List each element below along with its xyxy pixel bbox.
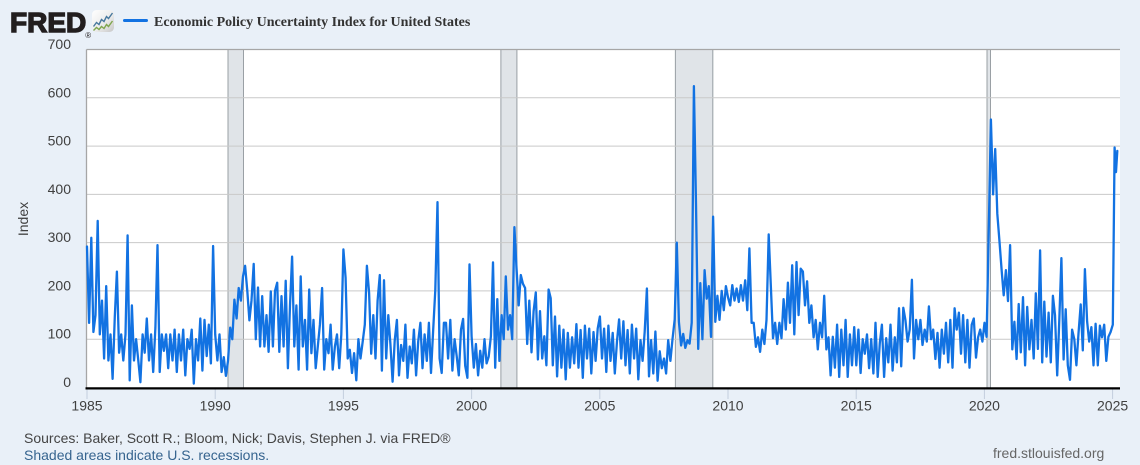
svg-text:1995: 1995: [328, 398, 359, 414]
svg-text:100: 100: [48, 326, 72, 342]
svg-text:2020: 2020: [969, 398, 1000, 414]
svg-text:Index: Index: [15, 202, 31, 236]
svg-text:1985: 1985: [71, 398, 102, 414]
svg-text:400: 400: [48, 181, 72, 197]
svg-text:200: 200: [48, 277, 72, 293]
svg-text:2015: 2015: [841, 398, 872, 414]
svg-text:2010: 2010: [712, 398, 743, 414]
svg-text:300: 300: [48, 229, 72, 245]
svg-text:2005: 2005: [584, 398, 615, 414]
svg-text:2025: 2025: [1097, 398, 1128, 414]
svg-text:0: 0: [63, 374, 71, 390]
svg-text:500: 500: [48, 133, 72, 149]
svg-text:2000: 2000: [456, 398, 487, 414]
svg-text:600: 600: [48, 84, 72, 100]
svg-text:1990: 1990: [200, 398, 231, 414]
svg-text:700: 700: [48, 36, 72, 52]
